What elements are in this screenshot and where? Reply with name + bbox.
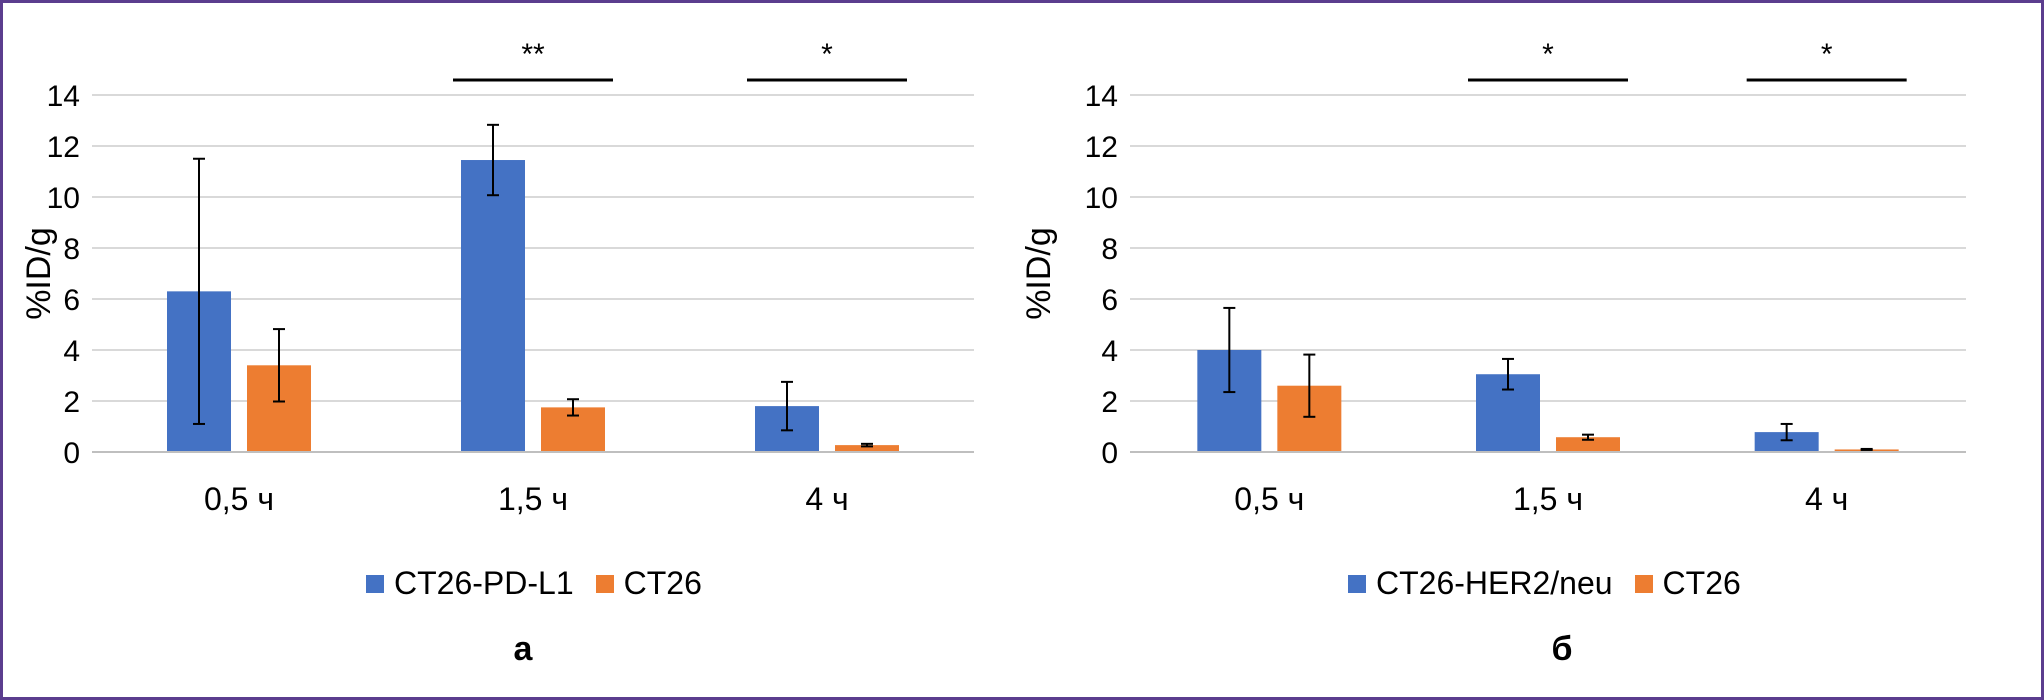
y-tick-label: 14 — [47, 80, 80, 113]
significance-label: ** — [521, 38, 545, 71]
bar — [835, 445, 899, 452]
legend-swatch-series-2 — [1634, 574, 1653, 593]
y-axis-title: %ID/g — [20, 227, 58, 320]
y-tick-label: 10 — [47, 182, 80, 215]
y-tick-label: 4 — [1101, 335, 1118, 368]
y-tick-label: 10 — [1085, 182, 1118, 215]
x-tick-label: 1,5 ч — [1513, 481, 1583, 517]
significance-label: * — [821, 38, 833, 71]
chart-panel-b: 0 2 4 6 8 10 12 14 %ID/g 0,5 ч 1,5 ч * 4 ч * — [1020, 38, 1966, 517]
y-tick-label: 8 — [63, 233, 80, 266]
panel-label-a: а — [513, 630, 533, 668]
legend-panel-b: CT26-HER2/neu CT26 — [1348, 565, 1763, 602]
y-tick-label: 14 — [1085, 80, 1118, 113]
x-tick-label: 1,5 ч — [498, 481, 568, 517]
legend-panel-a: CT26-PD-L1 CT26 — [366, 565, 724, 602]
legend-item: CT26-PD-L1 — [366, 565, 574, 602]
legend-item: CT26-HER2/neu — [1348, 565, 1613, 602]
x-tick-label: 4 ч — [1805, 481, 1848, 517]
legend-item: CT26 — [1634, 565, 1741, 602]
bar — [1754, 432, 1819, 452]
legend-label-series-1: CT26-PD-L1 — [394, 565, 574, 601]
panel-label-b: б — [1551, 630, 1573, 668]
legend-label-series-2: CT26 — [623, 565, 702, 601]
bar — [1556, 437, 1620, 452]
y-tick-label: 4 — [63, 335, 80, 368]
legend-item: CT26 — [595, 565, 702, 602]
y-tick-label: 0 — [63, 437, 80, 470]
y-tick-label: 12 — [47, 131, 80, 164]
legend-label-series-1: CT26-HER2/neu — [1376, 565, 1613, 601]
x-tick-label: 0,5 ч — [1234, 481, 1304, 517]
x-tick-label: 0,5 ч — [204, 481, 274, 517]
y-tick-label: 2 — [1101, 386, 1118, 419]
x-tick-label: 4 ч — [805, 481, 848, 517]
y-tick-label: 2 — [63, 386, 80, 419]
y-tick-label: 0 — [1101, 437, 1118, 470]
y-axis-title: %ID/g — [1020, 227, 1058, 320]
y-tick-label: 6 — [63, 284, 80, 317]
legend-swatch-series-2 — [595, 574, 614, 593]
bar — [461, 160, 525, 452]
chart-panel-a: 0 2 4 6 8 10 12 14 %ID/g 0,5 ч 1,5 ч ** 4 ч * — [20, 38, 974, 517]
y-tick-label: 6 — [1101, 284, 1118, 317]
legend-swatch-series-1 — [1348, 574, 1366, 593]
legend-swatch-series-1 — [366, 574, 384, 593]
y-tick-label: 12 — [1085, 131, 1118, 164]
legend-label-series-2: CT26 — [1662, 565, 1741, 601]
significance-label: * — [1542, 38, 1554, 71]
significance-label: * — [1821, 38, 1833, 71]
y-tick-label: 8 — [1101, 233, 1118, 266]
